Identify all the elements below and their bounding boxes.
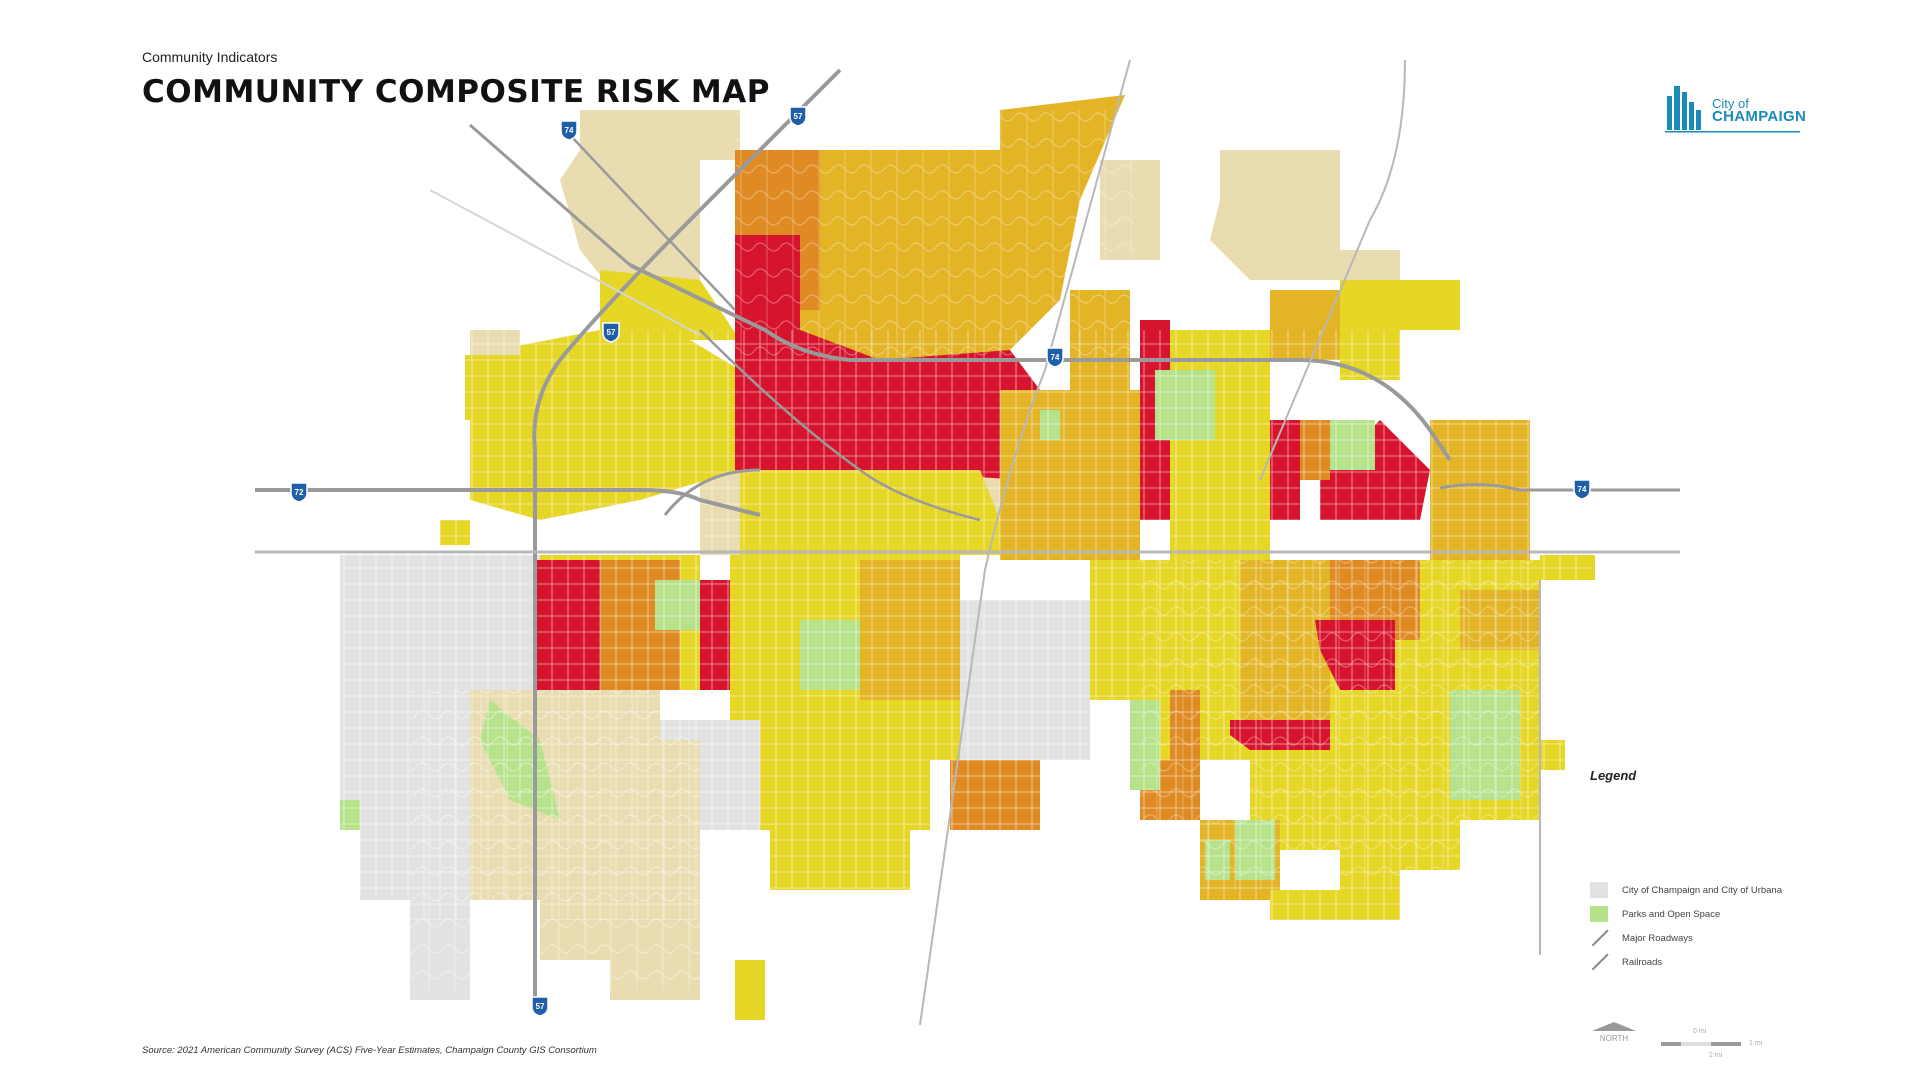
legend-title: Legend (1590, 768, 1637, 783)
interstate-shield-icon: 74 (1046, 347, 1064, 368)
line-swatch-icon (1590, 954, 1608, 970)
tract-yellow[interactable] (600, 270, 740, 340)
interstate-shield-icon: 74 (560, 120, 578, 141)
legend-label: Railroads (1622, 956, 1663, 968)
tract-beige[interactable] (1210, 150, 1400, 280)
source-note: Source: 2021 American Community Survey (… (142, 1045, 597, 1056)
fill-swatch-icon (1590, 882, 1608, 898)
interstate-72 (255, 488, 761, 517)
north-arrow: NORTH (1590, 1022, 1638, 1043)
scale-label-bottom: 2 mi (1709, 1052, 1723, 1059)
page-title: COMMUNITY COMPOSITE RISK MAP (142, 74, 770, 110)
interstate-74-north (629, 263, 1452, 462)
line-swatch-icon (1590, 930, 1608, 946)
interstate-shield-icon: 72 (290, 482, 308, 503)
railroad-nw (429, 189, 701, 336)
interstate-shield-icon: 74 (1573, 479, 1591, 500)
roads-layer (255, 59, 1680, 1026)
logo-text: City of CHAMPAIGN (1712, 96, 1807, 125)
scale-label-top: 0 mi (1693, 1028, 1707, 1035)
shield-number: 74 (1051, 353, 1060, 362)
shield-number: 74 (565, 126, 574, 135)
fill-swatch-icon (1590, 906, 1608, 922)
logo-line2: CHAMPAIGN (1712, 108, 1807, 125)
interstate-57-north (569, 134, 736, 311)
road-lower (663, 468, 761, 516)
tract-beige[interactable] (560, 110, 740, 300)
north-arrow-icon (1592, 1022, 1636, 1031)
street-texture (340, 110, 1590, 990)
interstate-74-east (1439, 482, 1680, 492)
shields: 74 57 57 72 74 74 57 (290, 106, 1591, 1017)
road-junction (699, 329, 981, 522)
interstate-74-nw (469, 123, 631, 267)
scale-label-right: 1 mi (1749, 1040, 1763, 1047)
shield-number: 57 (607, 328, 616, 337)
legend-item: Railroads (1590, 950, 1782, 974)
shield-number: 74 (1578, 485, 1587, 494)
railroad-ne (1259, 59, 1406, 481)
legend: City of Champaign and City of Urbana Park… (1590, 878, 1782, 974)
legend-item: Parks and Open Space (1590, 902, 1782, 926)
interstate-shield-icon: 57 (789, 106, 807, 127)
legend-label: City of Champaign and City of Urbana (1622, 884, 1782, 896)
shield-number: 57 (794, 112, 803, 121)
legend-label: Major Roadways (1622, 932, 1693, 944)
shield-number: 72 (295, 488, 304, 497)
shield-number: 57 (536, 1002, 545, 1011)
north-label: NORTH (1599, 1034, 1629, 1043)
interstate-shield-icon: 57 (602, 322, 620, 343)
legend-label: Parks and Open Space (1622, 908, 1721, 920)
eyebrow-label: Community Indicators (142, 49, 278, 65)
interstate-57 (532, 68, 842, 1010)
logo-line1: City of (1712, 96, 1749, 111)
legend-item: City of Champaign and City of Urbana (1590, 878, 1782, 902)
legend-item: Major Roadways (1590, 926, 1782, 950)
tract-yellow[interactable] (735, 960, 765, 1020)
city-logo (1665, 86, 1800, 133)
interstate-shield-icon: 57 (531, 996, 549, 1017)
